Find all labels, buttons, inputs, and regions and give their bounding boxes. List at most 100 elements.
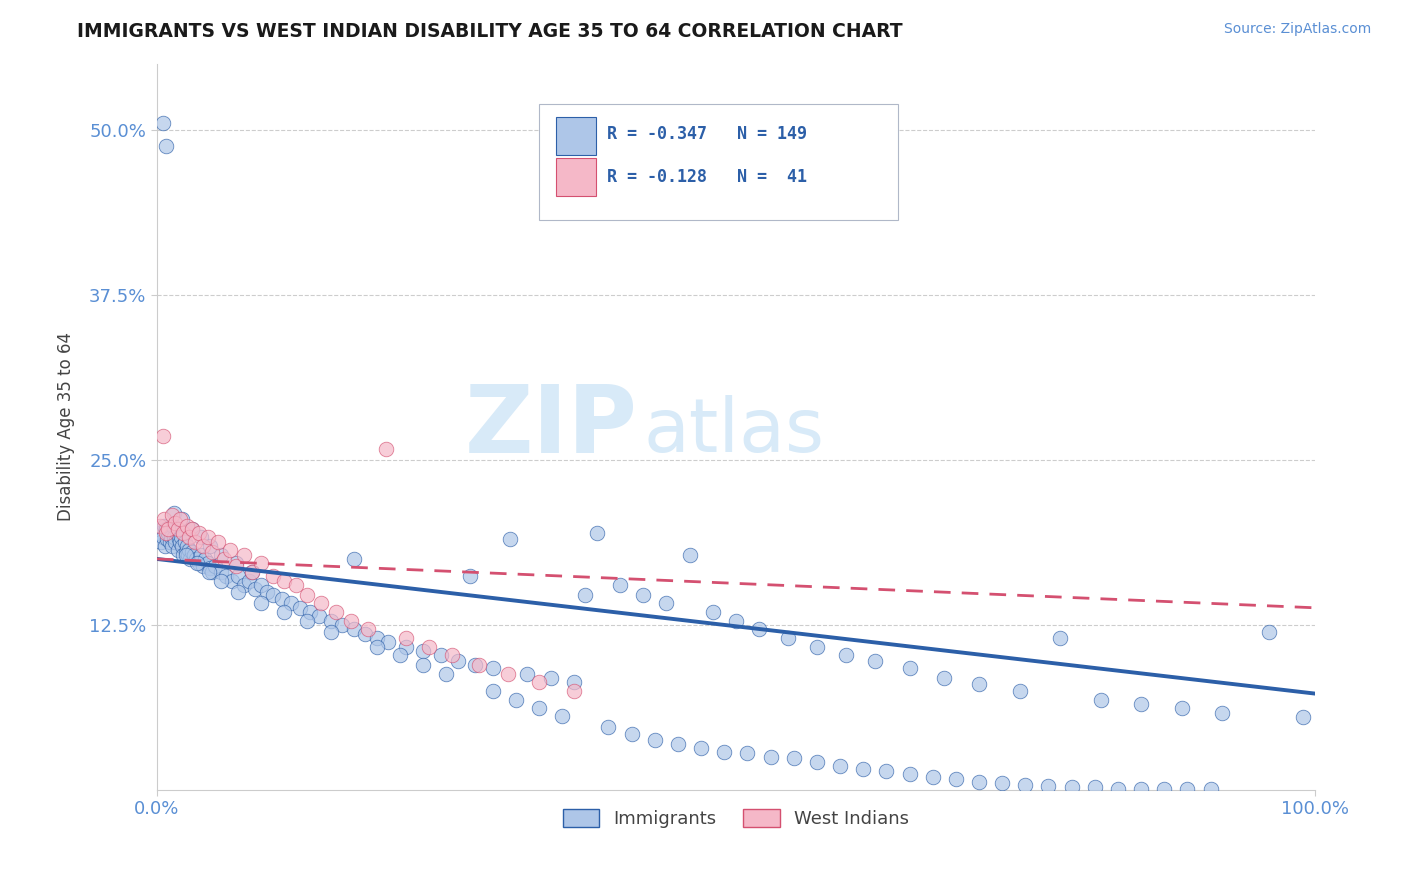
Point: [325, 605, 347, 619]
Point: [551, 709, 574, 723]
Point: [179, 529, 201, 543]
Point: [152, 529, 174, 543]
Point: [174, 548, 197, 562]
Point: [162, 519, 184, 533]
Point: [297, 588, 319, 602]
Point: [297, 614, 319, 628]
FancyBboxPatch shape: [557, 159, 596, 196]
Point: [319, 614, 342, 628]
Point: [724, 614, 747, 628]
Point: [179, 552, 201, 566]
Point: [991, 776, 1014, 790]
Point: [1107, 781, 1129, 796]
Point: [340, 614, 363, 628]
Point: [412, 644, 434, 658]
Point: [598, 720, 620, 734]
Point: [967, 677, 990, 691]
Text: R = -0.128   N =  41: R = -0.128 N = 41: [607, 168, 807, 186]
Point: [468, 657, 491, 672]
Point: [190, 529, 212, 543]
Point: [527, 701, 550, 715]
Point: [1153, 781, 1175, 796]
Point: [204, 558, 226, 573]
Point: [776, 631, 799, 645]
Point: [176, 539, 198, 553]
Point: [163, 529, 186, 543]
Point: [273, 574, 295, 589]
Point: [284, 578, 307, 592]
Point: [921, 770, 943, 784]
Point: [149, 519, 172, 533]
Point: [150, 534, 173, 549]
Point: [232, 548, 254, 562]
Point: [481, 661, 503, 675]
Point: [153, 539, 176, 553]
Point: [176, 519, 198, 533]
Point: [152, 116, 174, 130]
Point: [516, 666, 538, 681]
Point: [852, 762, 875, 776]
Point: [655, 595, 678, 609]
Point: [155, 522, 177, 536]
Point: [412, 657, 434, 672]
Point: [250, 556, 273, 570]
Point: [748, 622, 770, 636]
Point: [225, 558, 247, 573]
Point: [209, 574, 232, 589]
Point: [240, 565, 263, 579]
Point: [898, 661, 921, 675]
Point: [187, 525, 209, 540]
Point: [245, 582, 267, 597]
Point: [586, 525, 609, 540]
Point: [540, 671, 562, 685]
Point: [149, 525, 172, 540]
Point: [221, 574, 243, 589]
Point: [496, 666, 519, 681]
Point: [160, 508, 183, 523]
Point: [209, 565, 232, 579]
Point: [447, 654, 470, 668]
Point: [183, 548, 205, 562]
Point: [562, 684, 585, 698]
Point: [429, 648, 451, 663]
Point: [505, 693, 527, 707]
Point: [1038, 779, 1060, 793]
Point: [198, 539, 221, 553]
Point: [835, 648, 858, 663]
Point: [863, 654, 886, 668]
Legend: Immigrants, West Indians: Immigrants, West Indians: [555, 802, 917, 835]
Point: [226, 585, 249, 599]
Point: [389, 648, 412, 663]
Point: [875, 764, 897, 779]
Point: [441, 648, 464, 663]
Point: [366, 631, 388, 645]
Point: [1008, 684, 1031, 698]
Point: [170, 529, 193, 543]
Point: [366, 640, 388, 655]
Point: [343, 552, 366, 566]
Point: [169, 512, 191, 526]
Point: [308, 608, 330, 623]
Point: [1130, 781, 1153, 796]
Point: [609, 578, 631, 592]
Point: [737, 746, 759, 760]
Point: [262, 569, 284, 583]
Point: [418, 640, 440, 655]
Point: [215, 569, 238, 583]
Point: [1292, 710, 1315, 724]
Point: [153, 519, 176, 533]
Point: [934, 671, 956, 685]
Point: [165, 516, 187, 531]
Point: [193, 558, 215, 573]
Point: [1257, 624, 1279, 639]
Point: [464, 657, 486, 672]
Point: [169, 534, 191, 549]
Point: [186, 552, 208, 566]
Point: [180, 522, 202, 536]
Point: [165, 534, 187, 549]
Point: [184, 534, 207, 549]
Point: [198, 561, 221, 575]
Point: [180, 545, 202, 559]
Point: [157, 522, 180, 536]
Point: [197, 556, 219, 570]
